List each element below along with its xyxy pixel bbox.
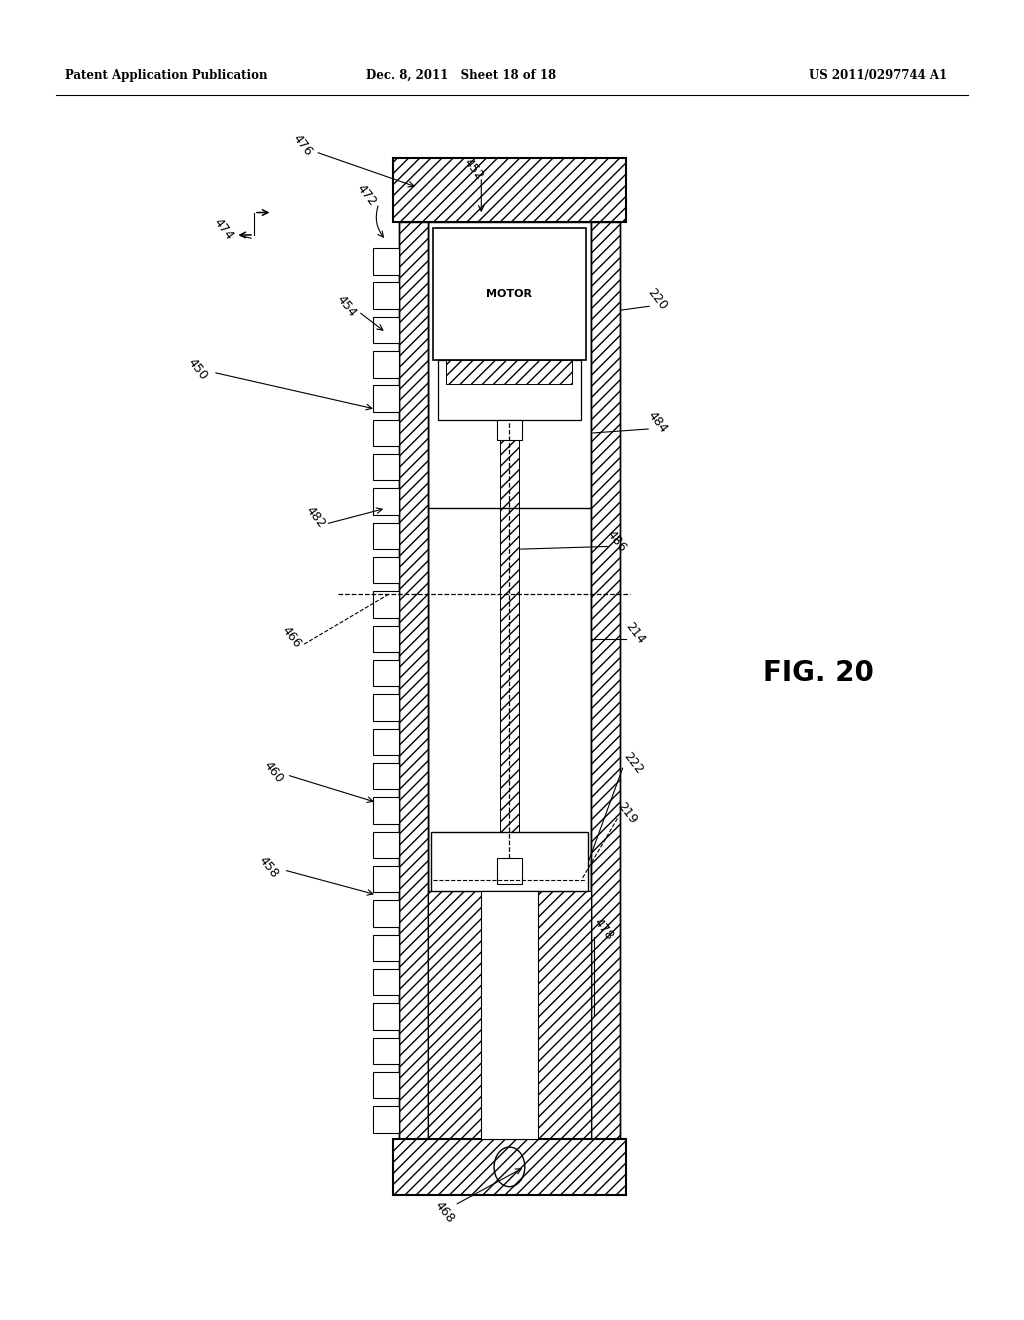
- Bar: [428, 222, 591, 1139]
- Text: 482: 482: [303, 504, 328, 531]
- Text: 460: 460: [261, 759, 286, 785]
- Text: 454: 454: [334, 293, 358, 319]
- Bar: [373, 557, 399, 583]
- Text: 458: 458: [256, 854, 281, 880]
- Bar: [373, 729, 399, 755]
- Text: 452: 452: [461, 156, 485, 182]
- Bar: [373, 866, 399, 892]
- Bar: [373, 282, 399, 309]
- Bar: [373, 454, 399, 480]
- Text: 220: 220: [645, 286, 670, 313]
- Bar: [393, 158, 626, 222]
- Bar: [438, 360, 581, 420]
- Bar: [373, 317, 399, 343]
- Bar: [497, 858, 522, 884]
- Text: 214: 214: [623, 620, 647, 647]
- Bar: [373, 591, 399, 618]
- Bar: [373, 351, 399, 378]
- Text: MOTOR: MOTOR: [486, 289, 532, 300]
- Bar: [373, 832, 399, 858]
- Bar: [373, 797, 399, 824]
- Text: FIG. 20: FIG. 20: [763, 659, 873, 688]
- Bar: [393, 1139, 626, 1195]
- Text: 484: 484: [645, 409, 670, 436]
- Bar: [373, 694, 399, 721]
- Text: Patent Application Publication: Patent Application Publication: [65, 69, 267, 82]
- Bar: [500, 422, 518, 838]
- Text: 450: 450: [185, 356, 210, 383]
- Text: 219: 219: [614, 800, 639, 826]
- Text: 466: 466: [280, 624, 304, 651]
- Bar: [373, 420, 399, 446]
- Bar: [399, 222, 428, 1139]
- Bar: [591, 222, 620, 1139]
- Text: 472: 472: [354, 182, 379, 209]
- Bar: [373, 523, 399, 549]
- Bar: [373, 626, 399, 652]
- Bar: [373, 488, 399, 515]
- Text: 474: 474: [211, 216, 236, 243]
- Text: 478: 478: [591, 916, 615, 942]
- Bar: [373, 1003, 399, 1030]
- Bar: [431, 832, 588, 891]
- Bar: [373, 935, 399, 961]
- Bar: [446, 360, 572, 384]
- Bar: [433, 228, 586, 360]
- Bar: [373, 1106, 399, 1133]
- Bar: [497, 420, 522, 440]
- Bar: [373, 1038, 399, 1064]
- Text: US 2011/0297744 A1: US 2011/0297744 A1: [809, 69, 947, 82]
- Text: 486: 486: [604, 528, 629, 554]
- Bar: [373, 248, 399, 275]
- Bar: [373, 900, 399, 927]
- Text: Dec. 8, 2011   Sheet 18 of 18: Dec. 8, 2011 Sheet 18 of 18: [366, 69, 556, 82]
- Text: 222: 222: [621, 750, 645, 776]
- Bar: [373, 660, 399, 686]
- Bar: [481, 891, 538, 1139]
- Text: 476: 476: [290, 132, 314, 158]
- Text: 468: 468: [432, 1199, 457, 1225]
- Bar: [373, 1072, 399, 1098]
- Bar: [373, 385, 399, 412]
- Bar: [373, 969, 399, 995]
- Bar: [428, 891, 591, 1139]
- Bar: [373, 763, 399, 789]
